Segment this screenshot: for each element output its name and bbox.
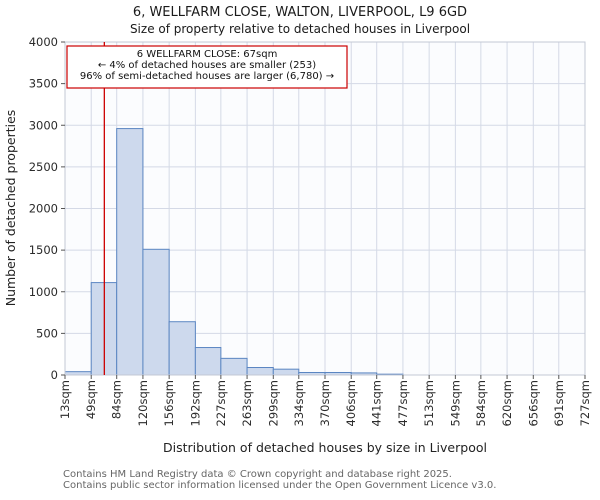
y-tick-label: 3500 — [29, 77, 58, 91]
y-tick-label: 4000 — [29, 35, 58, 49]
histogram-bar — [246, 367, 274, 376]
chart-title: 6, WELLFARM CLOSE, WALTON, LIVERPOOL, L9… — [133, 5, 467, 20]
histogram-bar — [116, 128, 144, 376]
x-tick-label: 727sqm — [578, 380, 592, 426]
y-tick-label: 3000 — [29, 118, 58, 132]
y-tick-label: 2000 — [29, 202, 58, 216]
annotation-line3: 96% of semi-detached houses are larger (… — [80, 71, 334, 82]
x-tick-label: 513sqm — [422, 380, 436, 426]
y-tick-label: 0 — [51, 368, 58, 382]
histogram-bar — [142, 248, 170, 376]
x-tick-label: 441sqm — [370, 380, 384, 426]
y-tick-label: 2500 — [29, 160, 58, 174]
annotation-line2: ← 4% of detached houses are smaller (253… — [98, 60, 316, 71]
histogram-bar — [168, 321, 196, 376]
plot-area: 0 500 1000 1500 2000 2500 3000 3500 4000 13sqm 49s… — [29, 35, 592, 426]
y-tick-label: 1500 — [29, 243, 58, 257]
x-tick-label: 49sqm — [84, 380, 98, 419]
histogram-bar — [272, 368, 300, 376]
x-tick-label: 299sqm — [266, 380, 280, 426]
x-tick-label: 691sqm — [552, 380, 566, 426]
x-tick-label: 120sqm — [136, 380, 150, 426]
x-tick-label: 263sqm — [240, 380, 254, 426]
x-tick-label: 84sqm — [110, 380, 124, 419]
footer-line1: Contains HM Land Registry data © Crown c… — [63, 469, 452, 480]
annotation-box: 6 WELLFARM CLOSE: 67sqm ← 4% of detached… — [66, 45, 348, 89]
histogram-bar — [220, 357, 248, 376]
x-axis-title: Distribution of detached houses by size … — [163, 440, 487, 455]
x-tick-label: 192sqm — [188, 380, 202, 426]
x-tick-label: 13sqm — [58, 380, 72, 419]
y-tick-label: 1000 — [29, 285, 58, 299]
annotation-border — [66, 45, 348, 89]
x-tick-label: 406sqm — [344, 380, 358, 426]
x-tick-label: 370sqm — [318, 380, 332, 426]
y-axis-title: Number of detached properties — [3, 110, 18, 307]
y-tick-label: 500 — [36, 326, 58, 340]
x-tick-label: 656sqm — [526, 380, 540, 426]
footer-line2: Contains public sector information licen… — [63, 480, 496, 491]
x-tick-label: 584sqm — [474, 380, 488, 426]
x-tick-label: 620sqm — [500, 380, 514, 426]
histogram-bar — [194, 347, 222, 376]
annotation-line1: 6 WELLFARM CLOSE: 67sqm — [137, 49, 278, 60]
chart-subtitle: Size of property relative to detached ho… — [130, 22, 470, 36]
x-tick-label: 156sqm — [162, 380, 176, 426]
x-tick-label: 477sqm — [396, 380, 410, 426]
x-tick-label: 549sqm — [448, 380, 462, 426]
x-tick-label: 227sqm — [214, 380, 228, 426]
x-tick-label: 334sqm — [292, 380, 306, 426]
